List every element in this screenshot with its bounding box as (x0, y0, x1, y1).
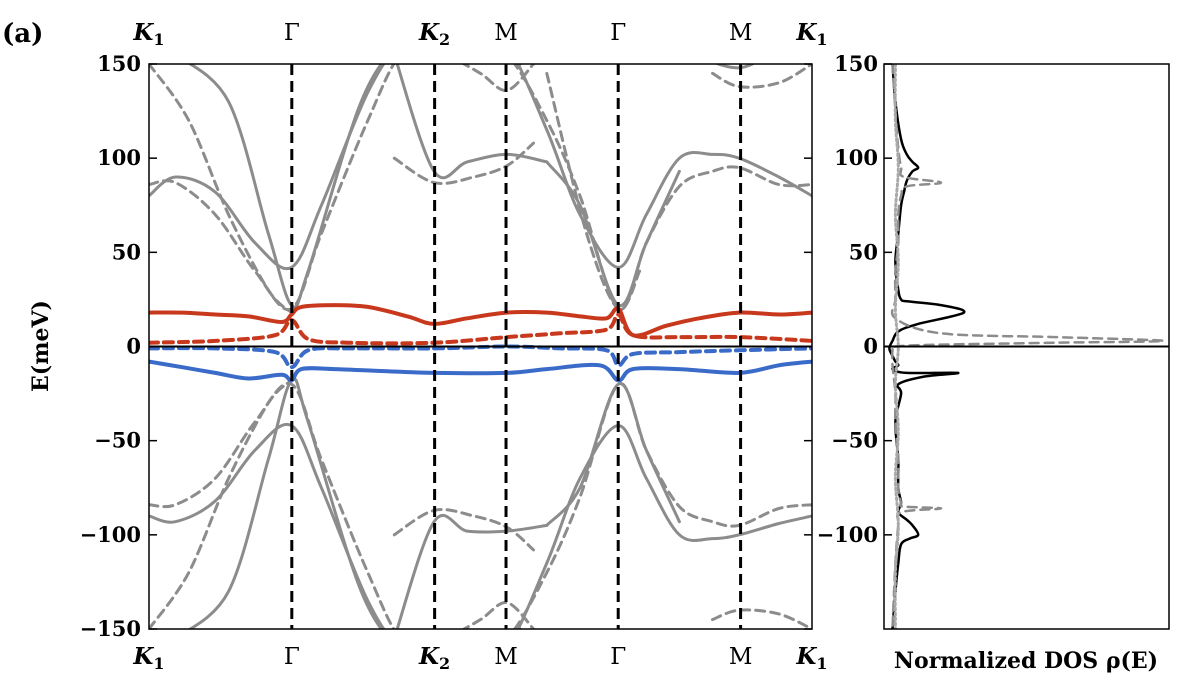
y-tick-label: −150 (80, 616, 141, 641)
band-gray-dashed-19 (149, 381, 812, 629)
band-gray-dashed-20 (149, 378, 293, 629)
band-blue-solid-2 (149, 359, 812, 383)
k-label-3: M (494, 644, 518, 670)
band-gray-solid-4 (149, 64, 812, 271)
k-labels-bottom: K1 Γ K2 M Γ M K1 (132, 643, 827, 673)
k-label-0: K1 (132, 643, 164, 673)
k-label-5: M (729, 20, 753, 46)
dos-y-tick-label: −100 (817, 522, 878, 547)
k-label-4: Γ (610, 644, 626, 670)
dos-x-axis-title: Normalized DOS ρ(E) (894, 648, 1158, 674)
band-red-dashed-1 (149, 312, 812, 346)
k-label-3: M (494, 20, 518, 46)
dos-y-tick-label: 100 (834, 145, 878, 170)
k-label-1: Γ (284, 20, 300, 46)
dos-y-tick-label: 0 (863, 334, 878, 359)
dos-y-tick-label: 50 (849, 239, 878, 264)
y-tick-label: −100 (80, 522, 141, 547)
band-gray-solid-5 (395, 64, 549, 180)
k-label-2: K2 (418, 643, 450, 673)
y-tick-label: 50 (112, 239, 141, 264)
band-gray-dashed-21 (392, 508, 535, 552)
k-label-4: Γ (610, 20, 626, 46)
band-blue-dashed-3 (149, 344, 812, 370)
band-gray-solid-7 (187, 64, 522, 309)
band-gray-dashed-14 (711, 64, 812, 89)
y-tick-label: 0 (126, 334, 141, 359)
dos-curve-0 (888, 64, 966, 629)
band-gray-dashed-13 (545, 71, 642, 311)
dos-y-tick-label: 150 (834, 51, 878, 76)
k-label-5: M (729, 644, 753, 670)
k-label-6: K1 (795, 19, 827, 49)
y-tick-label: −50 (94, 428, 141, 453)
k-label-1: Γ (284, 644, 300, 670)
dos-curve-1 (889, 64, 1165, 629)
y-axis-title: E(meV) (28, 300, 54, 392)
band-gray-solid-18 (187, 377, 522, 629)
dos-y-axis-ticks: 150 100 50 0 −50 −100 (817, 51, 892, 547)
band-gray-dashed-9 (149, 64, 812, 312)
band-gray-dashed-22 (461, 601, 535, 629)
panel-label: (a) (2, 19, 43, 49)
band-curves (149, 64, 812, 629)
y-tick-label: 100 (97, 145, 141, 170)
band-gray-dashed-10 (149, 64, 293, 315)
k-label-2: K2 (418, 19, 450, 49)
band-gray-solid-16 (395, 513, 549, 629)
band-gray-dashed-12 (461, 64, 535, 92)
k-label-6: K1 (795, 643, 827, 673)
band-plot: 150 100 50 0 −50 −100 −150 K1 Γ K2 M Γ M K1 K1 Γ K2 M Γ M… (28, 19, 828, 673)
band-gray-dashed-23 (711, 608, 812, 629)
band-gray-solid-6 (545, 160, 681, 307)
band-gray-dashed-11 (392, 141, 535, 185)
k-label-0: K1 (132, 19, 164, 49)
y-axis-ticks: 150 100 50 0 −50 −100 −150 (80, 51, 812, 641)
band-gray-solid-15 (149, 422, 812, 629)
k-labels-top: K1 Γ K2 M Γ M K1 (132, 19, 827, 49)
y-tick-label: 150 (97, 51, 141, 76)
dos-y-tick-label: −50 (831, 428, 878, 453)
dos-plot: 150 100 50 0 −50 −100 Normalized DOS ρ(E) (817, 51, 1170, 674)
band-red-solid-0 (149, 303, 812, 338)
